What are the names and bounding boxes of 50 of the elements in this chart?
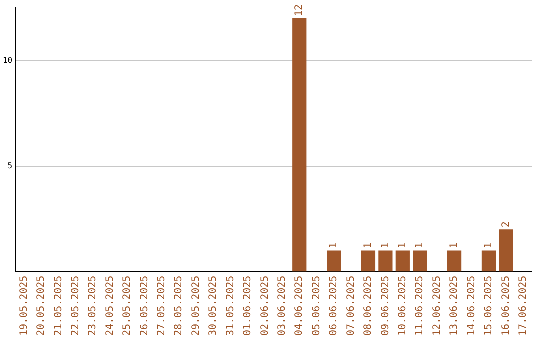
bar <box>292 18 307 272</box>
x-tick-label: 05.06.2025 <box>311 276 322 336</box>
bar <box>413 250 428 272</box>
data-label: 2 <box>500 222 512 228</box>
x-tick-label: 10.06.2025 <box>398 276 408 336</box>
data-label: 1 <box>414 242 426 249</box>
data-label: 12 <box>294 4 306 17</box>
x-tick-label: 14.06.2025 <box>466 276 478 336</box>
bar <box>499 230 514 272</box>
y-tick-label: 10 <box>2 56 13 65</box>
bar <box>327 250 342 272</box>
bar <box>447 250 462 272</box>
data-label: 1 <box>449 242 460 249</box>
x-tick-label: 29.05.2025 <box>190 276 202 336</box>
x-tick-label: 03.06.2025 <box>277 276 288 336</box>
x-tick-label: 17.06.2025 <box>518 276 529 336</box>
y-tick-label: 5 <box>8 161 13 170</box>
x-tick-label: 21.05.2025 <box>53 276 64 336</box>
x-tick-label: 11.06.2025 <box>414 276 426 336</box>
x-tick-label: 06.06.2025 <box>328 276 340 336</box>
x-tick-label: 23.05.2025 <box>88 276 99 336</box>
x-tick-label: 07.06.2025 <box>346 276 357 336</box>
x-tick-label: 02.06.2025 <box>260 276 271 336</box>
bar <box>378 250 393 272</box>
data-label: 1 <box>484 242 495 249</box>
x-tick-label: 01.06.2025 <box>242 276 254 336</box>
bar <box>361 250 376 272</box>
x-tick-label: 28.05.2025 <box>174 276 185 336</box>
bar <box>396 250 410 272</box>
x-tick-label: 26.05.2025 <box>139 276 150 336</box>
data-label: 1 <box>398 242 408 249</box>
x-tick-label: 19.05.2025 <box>18 276 30 336</box>
x-tick-label: 24.05.2025 <box>104 276 116 336</box>
data-label: 1 <box>363 242 374 249</box>
x-tick-label: 13.06.2025 <box>449 276 460 336</box>
x-tick-label: 09.06.2025 <box>380 276 392 336</box>
x-tick-label: 08.06.2025 <box>363 276 374 336</box>
x-tick-label: 30.05.2025 <box>208 276 220 336</box>
x-tick-label: 25.05.2025 <box>122 276 134 336</box>
x-tick-label: 22.05.2025 <box>70 276 82 336</box>
x-tick-label: 16.06.2025 <box>500 276 512 336</box>
x-tick-label: 31.05.2025 <box>225 276 236 336</box>
data-label: 1 <box>380 242 392 249</box>
x-tick-label: 20.05.2025 <box>36 276 48 336</box>
x-tick-label: 12.06.2025 <box>432 276 443 336</box>
x-tick-label: 04.06.2025 <box>294 276 306 336</box>
x-tick-label: 27.05.2025 <box>156 276 168 336</box>
x-tick-label: 15.06.2025 <box>484 276 495 336</box>
data-label: 1 <box>328 242 340 249</box>
bar <box>482 250 496 272</box>
